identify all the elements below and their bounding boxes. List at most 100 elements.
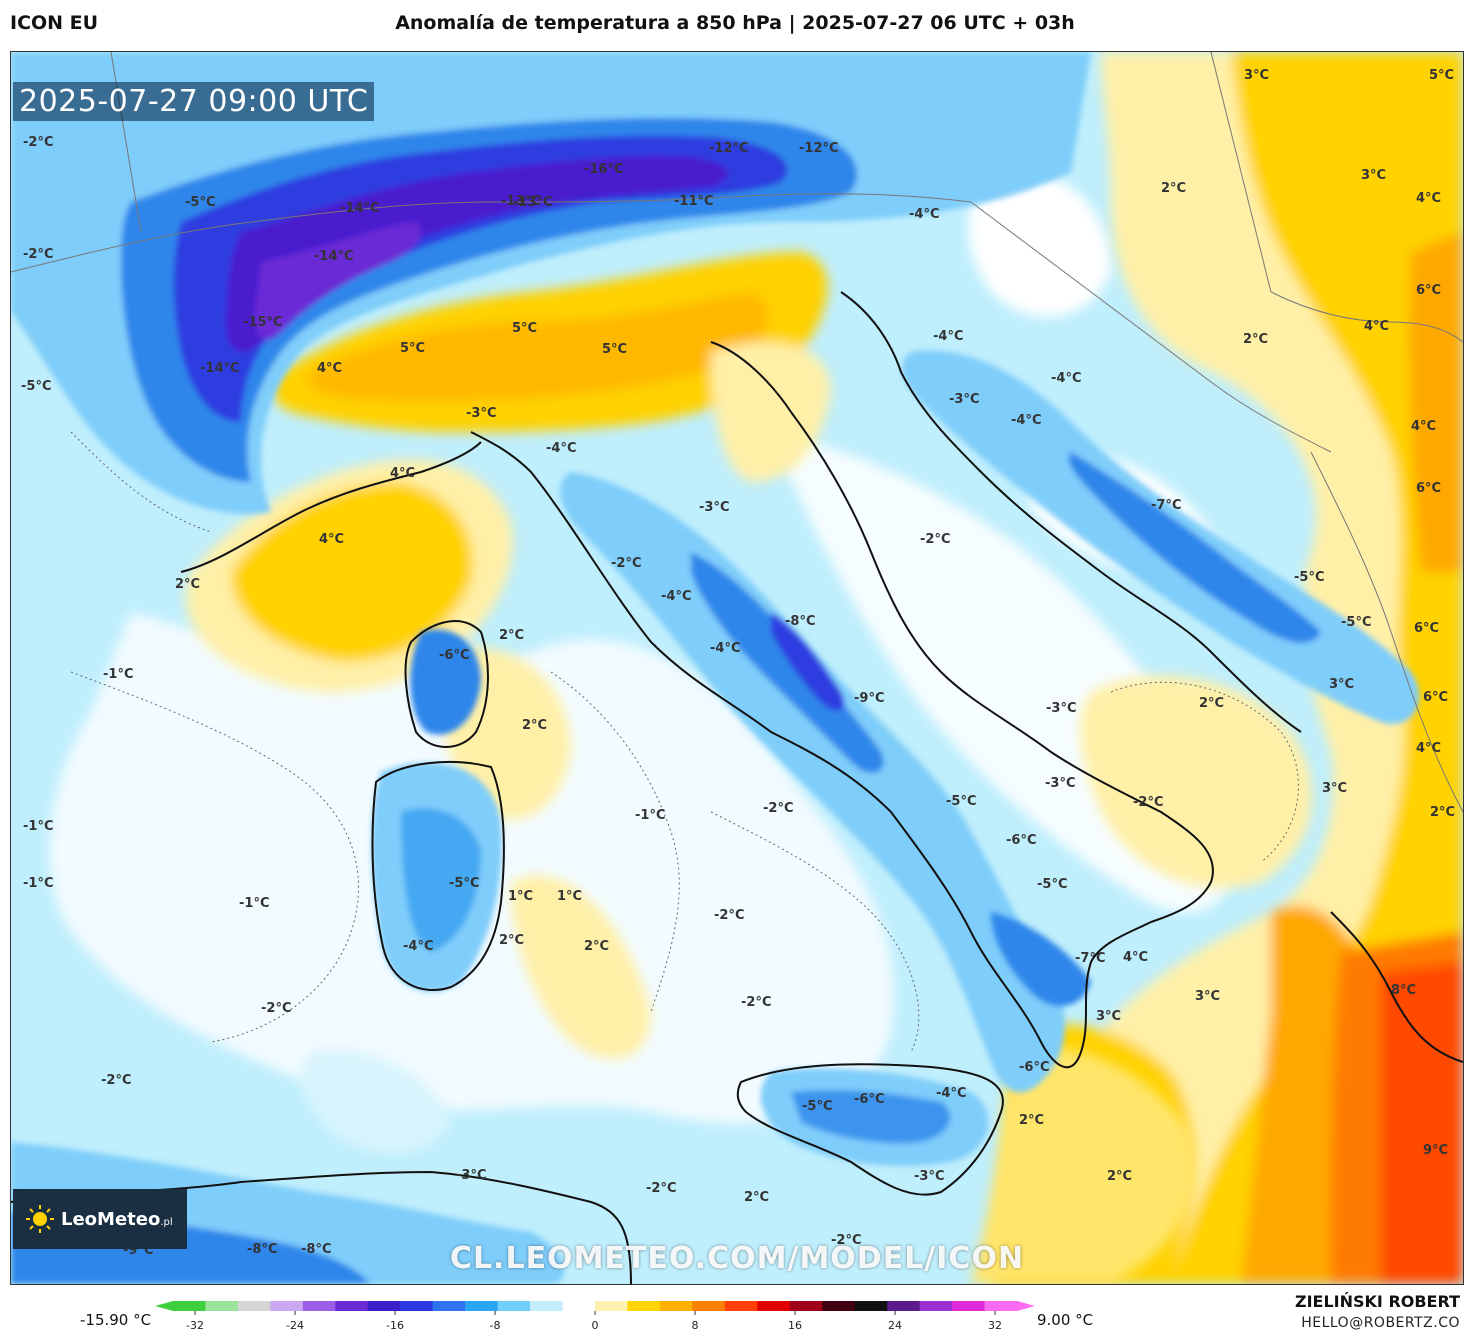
- temperature-label: -2°C: [763, 801, 793, 816]
- temperature-label: -5°C: [1294, 570, 1324, 585]
- temperature-label: 6°C: [1416, 283, 1441, 298]
- temperature-label: -2°C: [261, 1001, 291, 1016]
- temperature-label: 2°C: [522, 718, 547, 733]
- temperature-label: 2°C: [744, 1190, 769, 1205]
- scale-arrow-right: [1017, 1301, 1035, 1311]
- temperature-label: 6°C: [1414, 621, 1439, 636]
- temperature-label: 2°C: [499, 933, 524, 948]
- temperature-label: -4°C: [936, 1086, 966, 1101]
- cold-balkan-field: [902, 350, 1420, 724]
- temperature-label: -4°C: [710, 641, 740, 656]
- temperature-label: -13°C: [501, 194, 541, 209]
- temperature-label: -2°C: [646, 1181, 676, 1196]
- scale-cell: [887, 1301, 921, 1311]
- scale-cell: [562, 1301, 596, 1311]
- temperature-label: 6°C: [1423, 690, 1448, 705]
- scale-cell: [302, 1301, 336, 1311]
- temperature-label: 6°C: [1416, 481, 1441, 496]
- borders: [11, 52, 1463, 813]
- temperature-label: -3°C: [456, 1168, 486, 1183]
- temperature-label: -6°C: [1019, 1060, 1049, 1075]
- temperature-label: -4°C: [909, 207, 939, 222]
- scale-cell: [270, 1301, 304, 1311]
- temperature-label: -3°C: [1046, 701, 1076, 716]
- scale-cell: [595, 1301, 628, 1311]
- temperature-label: -8°C: [247, 1242, 277, 1257]
- temperature-label: 3°C: [1329, 677, 1354, 692]
- valid-time: 2025-07-27 09:00 UTC: [13, 82, 375, 121]
- temperature-labels: -2°C -5°C -2°C -5°C -14°C -14°C -15°C -14°C -13°…: [21, 68, 1455, 1258]
- scale-cell: [173, 1301, 206, 1311]
- temperature-label: -4°C: [1051, 371, 1081, 386]
- scale-cell: [367, 1301, 401, 1311]
- scale-cell: [400, 1301, 434, 1311]
- temperature-label: -9°C: [854, 691, 884, 706]
- color-scale: -32 -24 -16 -8 0 8 16 24 32: [155, 1301, 1035, 1332]
- temperature-label: -8°C: [301, 1242, 331, 1257]
- map-title: Anomalía de temperatura a 850 hPa | 2025…: [395, 12, 1075, 34]
- leometeo-logo: LeoMeteo.pl: [13, 1189, 187, 1249]
- temperature-label: -14°C: [314, 249, 354, 264]
- temperature-label: 3°C: [1195, 989, 1220, 1004]
- temperature-label: -2°C: [1133, 795, 1163, 810]
- temperature-label: 2°C: [1107, 1169, 1132, 1184]
- temperature-label: -2°C: [920, 532, 950, 547]
- temperature-label: -1°C: [23, 819, 53, 834]
- scale-cell: [822, 1301, 856, 1311]
- temperature-label: -2°C: [23, 135, 53, 150]
- temperature-label: 8°C: [1391, 983, 1416, 998]
- temperature-label: 3°C: [1322, 781, 1347, 796]
- author-email: HELLO@ROBERTZ.CO: [1301, 1315, 1460, 1331]
- temperature-label: 1°C: [557, 889, 582, 904]
- contours: [70, 431, 1299, 1053]
- scale-cell: [919, 1301, 953, 1311]
- temperature-label: -1°C: [635, 808, 665, 823]
- sun-icon: [25, 1204, 55, 1234]
- temperature-label: -4°C: [661, 589, 691, 604]
- temperature-label: -3°C: [699, 500, 729, 515]
- warm-east-field: [991, 52, 1463, 1284]
- temperature-label: -2°C: [101, 1073, 131, 1088]
- temperature-label: -5°C: [946, 794, 976, 809]
- temperature-label: -7°C: [1151, 498, 1181, 513]
- scale-cell: [789, 1301, 823, 1311]
- temperature-label: 2°C: [1430, 805, 1455, 820]
- temperature-label: -4°C: [403, 939, 433, 954]
- temperature-label: -14°C: [340, 201, 380, 216]
- logo-text: LeoMeteo.pl: [61, 1209, 173, 1230]
- temperature-label: -5°C: [802, 1099, 832, 1114]
- scale-cell: [854, 1301, 888, 1311]
- temperature-label: -7°C: [1075, 951, 1105, 966]
- temperature-label: -5°C: [21, 379, 51, 394]
- temperature-label: -1°C: [239, 896, 269, 911]
- temperature-label: 3°C: [1361, 168, 1386, 183]
- temperature-label: -3°C: [914, 1169, 944, 1184]
- temperature-label: 2°C: [175, 577, 200, 592]
- temperature-label: -12°C: [799, 141, 839, 156]
- cold-alps-field: [11, 52, 1091, 514]
- scale-tick-label: 0: [592, 1319, 599, 1332]
- cold-islands-field: [371, 629, 1091, 1166]
- temperature-label: 2°C: [1161, 181, 1186, 196]
- temperature-label: 2°C: [499, 628, 524, 643]
- scale-tick-label: -24: [286, 1319, 304, 1332]
- temperature-label: 1°C: [508, 889, 533, 904]
- cold-apennine-field: [560, 472, 1065, 1093]
- scale-cell: [237, 1301, 271, 1311]
- scale-cell: [724, 1301, 758, 1311]
- temperature-label: 2°C: [1243, 332, 1268, 347]
- temperature-label: -2°C: [23, 247, 53, 262]
- temperature-label: 2°C: [1199, 696, 1224, 711]
- temperature-label: 5°C: [602, 342, 627, 357]
- logo-suffix: .pl: [160, 1216, 173, 1228]
- temperature-label: 9°C: [1423, 1143, 1448, 1158]
- scale-tick-label: 16: [788, 1319, 802, 1332]
- temperature-label: -4°C: [933, 329, 963, 344]
- temperature-label: -5°C: [185, 195, 215, 210]
- scale-cell: [432, 1301, 466, 1311]
- temperature-label: -5°C: [449, 876, 479, 891]
- temperature-label: -1°C: [23, 876, 53, 891]
- model-name: ICON EU: [10, 12, 99, 34]
- temperature-label: 4°C: [1411, 419, 1436, 434]
- temperature-label: 4°C: [319, 532, 344, 547]
